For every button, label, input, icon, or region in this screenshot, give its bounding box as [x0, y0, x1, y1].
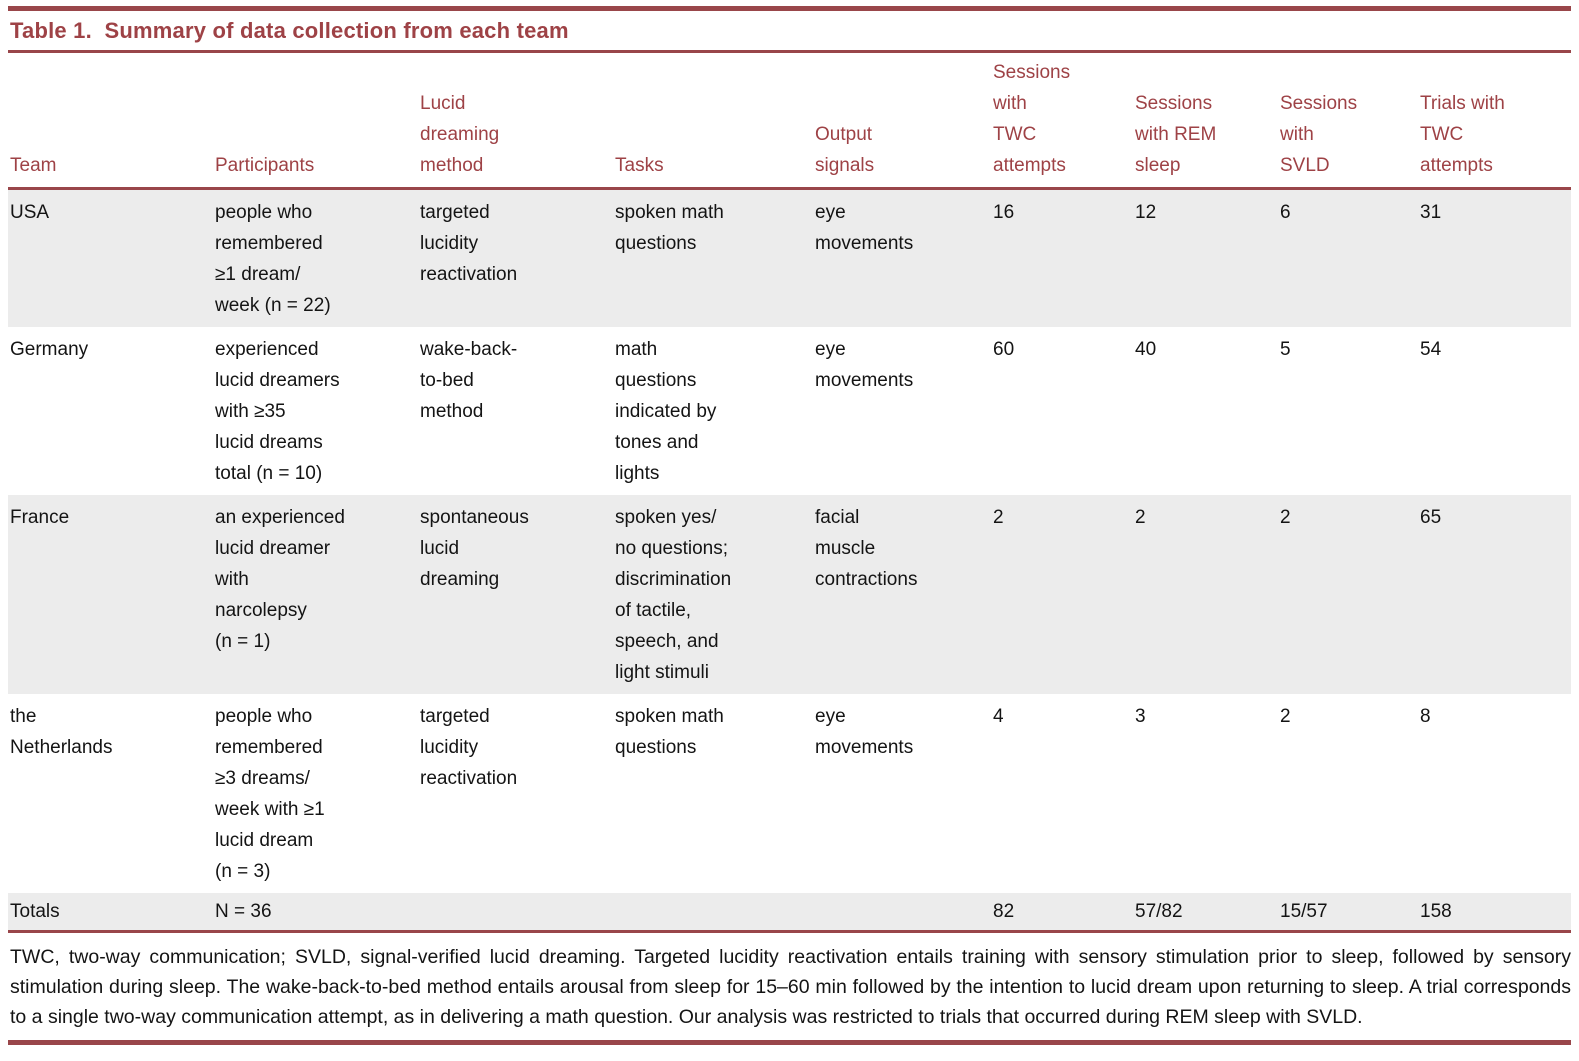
cell-team: Germany	[10, 339, 89, 360]
cell-participants: N = 36	[213, 893, 418, 933]
col-header-tasks: Tasks	[613, 53, 813, 190]
col-header-team: Team	[8, 53, 213, 190]
cell-sessions-svld: 15/57	[1278, 893, 1418, 933]
col-header-sessions-twc: Sessions with TWC attempts	[991, 53, 1133, 190]
cell-tasks: spoken math questions	[615, 706, 724, 758]
cell-output-signals	[813, 893, 991, 933]
cell-sessions-rem: 3	[1135, 706, 1146, 727]
cell-output-signals: facial muscle contractions	[813, 495, 991, 694]
cell-trials-twc: 158	[1418, 893, 1571, 933]
cell-sessions-svld: 2	[1278, 495, 1418, 694]
cell-sessions-svld: 5	[1280, 339, 1291, 360]
table-row-france: France an experienced lucid dreamer with…	[8, 495, 1571, 694]
cell-tasks: spoken math questions	[613, 188, 813, 327]
cell-sessions-twc: 60	[993, 339, 1015, 360]
cell-trials-twc: 54	[1420, 339, 1442, 360]
cell-team: France	[8, 495, 213, 694]
cell-sessions-rem: 57/82	[1133, 893, 1278, 933]
cell-method: spontaneous lucid dreaming	[418, 495, 613, 694]
cell-output-signals: eye movements	[815, 339, 914, 391]
table-title: Table 1. Summary of data collection from…	[10, 18, 569, 43]
cell-sessions-rem: 12	[1133, 188, 1278, 327]
header-row: Team Participants Lucid dreaming method …	[8, 53, 1571, 190]
col-header-output-signals: Output signals	[813, 53, 991, 190]
cell-participants: people who remembered ≥1 dream/ week (n …	[213, 188, 418, 327]
cell-team: USA	[8, 188, 213, 327]
cell-trials-twc: 31	[1418, 188, 1571, 327]
cell-sessions-svld: 2	[1280, 706, 1291, 727]
cell-method: targeted lucidity reactivation	[418, 188, 613, 327]
cell-sessions-twc: 82	[991, 893, 1133, 933]
col-header-sessions-rem: Sessions with REM sleep	[1133, 53, 1278, 190]
cell-sessions-rem: 40	[1135, 339, 1157, 360]
col-header-method: Lucid dreaming method	[418, 53, 613, 190]
cell-participants: people who remembered ≥3 dreams/ week wi…	[215, 706, 325, 882]
cell-sessions-twc: 4	[993, 706, 1004, 727]
cell-output-signals: eye movements	[813, 188, 991, 327]
cell-trials-twc: 65	[1418, 495, 1571, 694]
table-row-netherlands: the Netherlands people who remembered ≥3…	[8, 694, 1571, 893]
col-header-sessions-svld: Sessions with SVLD	[1278, 53, 1418, 190]
cell-output-signals: eye movements	[815, 706, 914, 758]
cell-sessions-rem: 2	[1133, 495, 1278, 694]
data-table: Team Participants Lucid dreaming method …	[8, 53, 1571, 933]
cell-sessions-twc: 16	[991, 188, 1133, 327]
bottom-rule	[8, 1040, 1571, 1045]
title-underline-rule	[8, 50, 1571, 53]
cell-trials-twc: 8	[1420, 706, 1431, 727]
col-header-participants: Participants	[213, 53, 418, 190]
cell-tasks: spoken yes/ no questions; discrimination…	[613, 495, 813, 694]
cell-tasks: math questions indicated by tones and li…	[615, 339, 717, 484]
table-row-germany: Germany experienced lucid dreamers with …	[8, 327, 1571, 495]
cell-tasks	[613, 893, 813, 933]
cell-team: Totals	[8, 893, 213, 933]
cell-participants: experienced lucid dreamers with ≥35 luci…	[215, 339, 340, 484]
col-header-trials-twc: Trials with TWC attempts	[1418, 53, 1571, 190]
table-footnote: TWC, two-way communication; SVLD, signal…	[10, 946, 1571, 1028]
cell-method: wake-back- to-bed method	[420, 339, 518, 422]
cell-sessions-svld: 6	[1278, 188, 1418, 327]
cell-method: targeted lucidity reactivation	[420, 706, 518, 789]
top-rule	[8, 6, 1571, 11]
table-row-totals: Totals N = 36 82 57/82 15/57 158	[8, 893, 1571, 933]
cell-team: the Netherlands	[10, 706, 113, 758]
cell-sessions-twc: 2	[991, 495, 1133, 694]
cell-method	[418, 893, 613, 933]
cell-participants: an experienced lucid dreamer with narcol…	[213, 495, 418, 694]
table-row-usa: USA people who remembered ≥1 dream/ week…	[8, 188, 1571, 327]
